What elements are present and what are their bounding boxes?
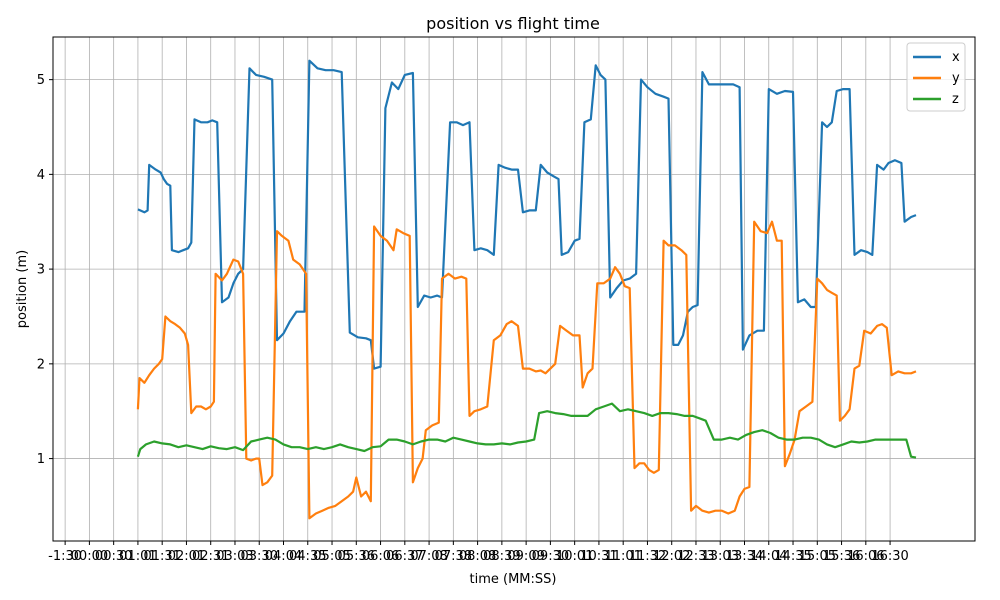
legend-label-y: y	[952, 71, 960, 86]
x-tick-label: 11:32	[629, 549, 666, 564]
x-tick-label: 04:04	[265, 549, 302, 564]
x-tick-label: 10:31	[580, 549, 617, 564]
y-tick-label: 3	[37, 263, 45, 278]
series-layer	[136, 59, 917, 520]
x-tick-label: 00:30	[95, 549, 132, 564]
y-tick-label: 5	[37, 73, 45, 88]
y-tick-label: 2	[37, 357, 45, 372]
x-tick-label: 13:34	[726, 549, 763, 564]
x-tick-label: 16:30	[871, 549, 908, 564]
x-tick-label: 03:03	[216, 549, 253, 564]
series-line-z	[136, 402, 917, 459]
y-axis-label: position (m)	[15, 250, 30, 328]
x-tick-label: 14:04	[750, 549, 787, 564]
series-line-x	[137, 59, 917, 370]
x-tick-label: 06:37	[386, 549, 423, 564]
x-tick-label: 12:02	[653, 549, 690, 564]
plot-frame	[52, 36, 976, 542]
y-tick-label: 1	[37, 452, 45, 467]
x-axis-label: time (MM:SS)	[470, 572, 557, 587]
x-tick-label: 12:33	[677, 549, 714, 564]
x-tick-label: 07:08	[410, 549, 447, 564]
y-tick-label: 4	[37, 168, 45, 183]
chart-title: position vs flight time	[426, 14, 600, 33]
x-tick-label: 11:01	[604, 549, 641, 564]
x-tick-label: 01:31	[143, 549, 180, 564]
x-tick-label: 02:01	[168, 549, 205, 564]
legend: x y z	[906, 42, 966, 112]
x-tick-label: 10:01	[556, 549, 593, 564]
x-tick-label: 08:39	[483, 549, 520, 564]
x-tick-label: 09:30	[532, 549, 569, 564]
x-tick-label: 05:36	[338, 549, 375, 564]
x-tick-label: 09:09	[507, 549, 544, 564]
x-tick-label: 08:08	[459, 549, 496, 564]
x-tick-label: 00:00	[71, 549, 108, 564]
x-tick-label: 06:06	[362, 549, 399, 564]
x-tick-label: 03:30	[241, 549, 278, 564]
legend-label-x: x	[952, 50, 960, 65]
x-tick-label: 07:38	[435, 549, 472, 564]
x-tick-label: 15:05	[799, 549, 836, 564]
x-tick-label: 14:35	[774, 549, 811, 564]
x-tick-label: 05:05	[313, 549, 350, 564]
legend-label-z: z	[952, 92, 959, 107]
tick-layer: -1:3000:0000:3001:0101:3102:0102:3103:03…	[37, 73, 909, 564]
series-line-y	[136, 220, 917, 520]
x-tick-label: -1:30	[48, 549, 82, 564]
x-tick-label: 01:01	[119, 549, 156, 564]
x-tick-label: 02:31	[192, 549, 229, 564]
x-tick-label: 15:36	[823, 549, 860, 564]
x-tick-label: 04:35	[289, 549, 326, 564]
x-tick-label: 16:06	[847, 549, 884, 564]
x-tick-label: 13:03	[702, 549, 739, 564]
